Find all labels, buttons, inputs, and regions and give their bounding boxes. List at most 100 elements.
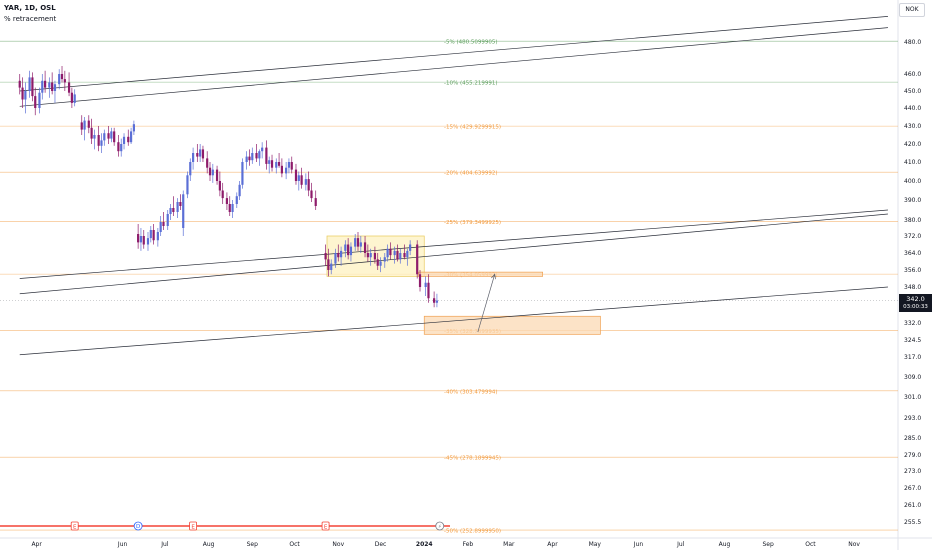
x-tick-label: May: [589, 541, 602, 548]
candle-body: [359, 242, 362, 247]
y-tick-label: 279.0: [904, 452, 921, 459]
x-tick-label: Mar: [503, 541, 515, 548]
candle-body: [356, 238, 360, 247]
candle-body: [354, 238, 357, 247]
candle-body: [334, 253, 337, 264]
candle: [334, 248, 337, 268]
candle-body: [186, 175, 189, 195]
candle: [87, 115, 90, 134]
fib-level-label: -10% (455.219991): [444, 81, 498, 87]
candle-body: [113, 131, 116, 143]
candle: [149, 226, 152, 243]
trendline[interactable]: [19, 209, 888, 279]
candle-body: [225, 198, 229, 204]
candle-body: [142, 236, 145, 245]
trendlines[interactable]: [19, 16, 888, 356]
candle-body: [58, 74, 61, 85]
y-tick-label: 390.0: [904, 197, 921, 204]
candle: [314, 190, 317, 210]
candle: [152, 224, 155, 245]
dividend-badge[interactable]: [133, 521, 143, 531]
x-tick-label: 2024: [416, 541, 433, 548]
earnings-label: E: [191, 525, 195, 531]
candle-body: [28, 77, 31, 91]
currency-button[interactable]: NOK: [899, 3, 925, 17]
candle: [294, 163, 298, 185]
y-tick-label: 450.0: [904, 88, 921, 95]
candle-body: [53, 84, 57, 91]
y-tick-label: 372.0: [904, 233, 921, 240]
candle: [261, 142, 264, 159]
trendline[interactable]: [19, 16, 888, 92]
candle: [38, 87, 41, 114]
x-tick-label: Oct: [805, 541, 816, 548]
candle: [399, 248, 402, 264]
candle: [24, 82, 27, 114]
candle: [275, 158, 278, 174]
candle: [31, 72, 34, 102]
event-markers[interactable]: E D E E ⚡: [0, 521, 450, 531]
arrow-head: [491, 273, 496, 280]
earnings-badge[interactable]: [70, 521, 79, 531]
candle: [93, 129, 96, 150]
candle-body: [211, 169, 214, 176]
earnings-badge[interactable]: [189, 521, 197, 531]
candle-body: [330, 263, 333, 270]
candle-body: [251, 153, 254, 161]
earnings-label: E: [324, 525, 328, 531]
candle: [48, 77, 51, 98]
trendline[interactable]: [19, 213, 888, 295]
arrow-shaft[interactable]: [477, 274, 496, 333]
candle: [310, 182, 313, 202]
fib-retracement-levels[interactable]: -5% (480.5099905) -10% (455.219991) -15% (…: [0, 40, 898, 535]
event-marker-flash[interactable]: ⚡: [435, 521, 445, 531]
y-axis[interactable]: 480.0 460.0 450.0 440.0 430.0 420.0 410.0 400.0…: [904, 39, 921, 526]
candle-body: [386, 248, 389, 258]
candle: [113, 127, 116, 146]
split-badge[interactable]: [435, 521, 445, 531]
candle-body: [201, 149, 205, 159]
candle-body: [156, 232, 159, 241]
event-marker-earnings[interactable]: E: [70, 521, 79, 531]
candle-body: [199, 149, 202, 157]
candle-body: [73, 94, 76, 103]
candle-body: [406, 250, 409, 258]
trendline[interactable]: [19, 286, 888, 356]
candle: [389, 242, 392, 260]
candle-body: [393, 250, 396, 256]
fib-level-label: -5% (480.5099905): [444, 40, 498, 46]
candle-body: [70, 92, 73, 103]
indicator-label[interactable]: % retracement: [4, 15, 57, 23]
candle: [354, 234, 357, 251]
x-tick-label: Dec: [375, 541, 387, 548]
event-marker-earnings[interactable]: E: [189, 521, 197, 531]
candle: [248, 149, 251, 166]
candle: [179, 194, 182, 210]
x-tick-label: Aug: [203, 541, 215, 548]
candle: [383, 253, 386, 268]
earnings-badge[interactable]: [321, 521, 330, 531]
x-axis[interactable]: Apr Jun Jul Aug Sep Oct Nov Dec 2024 Feb Mar Apr May…: [31, 541, 860, 548]
candle: [356, 232, 360, 251]
candle: [307, 171, 310, 197]
candle: [156, 228, 159, 247]
candle: [347, 238, 350, 260]
event-marker-dividend[interactable]: D: [133, 521, 143, 531]
candle: [100, 133, 103, 153]
projection-arrow[interactable]: [477, 273, 496, 333]
x-tick-label: Sep: [247, 541, 259, 548]
event-marker-earnings[interactable]: E: [321, 521, 330, 531]
zone-rectangle[interactable]: [418, 271, 543, 277]
symbol-title[interactable]: YAR, 1D, OSL: [4, 4, 56, 12]
candle: [139, 228, 143, 251]
candle: [159, 216, 162, 236]
candle-body: [268, 160, 271, 164]
candle: [97, 126, 100, 152]
y-tick-label: 309.0: [904, 374, 921, 381]
candle-body: [93, 135, 96, 139]
trendline[interactable]: [19, 27, 888, 107]
zone-rectangle[interactable]: [423, 315, 601, 335]
fib-level-label: -25% (379.3499925): [444, 220, 501, 226]
candle: [416, 240, 419, 279]
